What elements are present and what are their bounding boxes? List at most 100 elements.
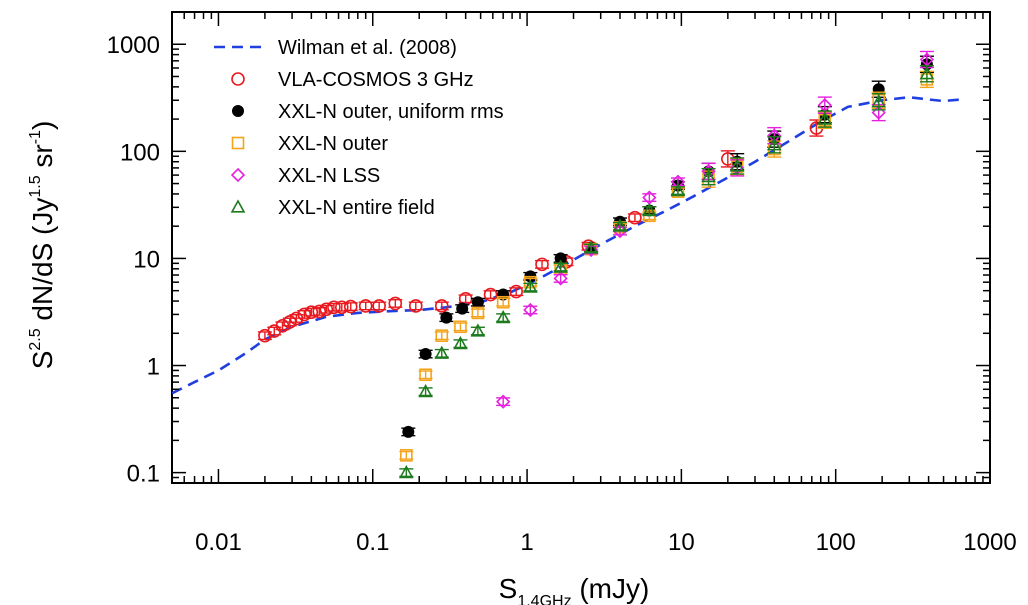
point-marker [372,299,386,313]
point-marker [522,279,538,293]
point-marker [419,348,432,361]
point-marker [319,302,334,317]
data-point [701,167,716,186]
data-point [470,323,486,337]
x-tick-label: 1 [520,529,533,556]
data-point [408,299,423,313]
x-tick-label: 0.1 [356,529,389,556]
data-point [455,302,470,315]
x-tick-label: 10 [668,529,695,556]
data-point [553,271,568,286]
point-marker [919,66,935,80]
legend-label: XXL-N entire field [278,197,435,219]
plot-frame [171,11,991,484]
y-tick-label: 100 [120,139,160,166]
x-tick-label: 0.01 [195,529,242,556]
point-marker [670,182,686,197]
point-marker [435,329,449,342]
point-marker [312,304,327,319]
legend-entry-xxl-n-entire-field: XXL-N entire field [230,197,435,219]
data-point [495,309,511,324]
y-tick-label: 0.1 [127,461,160,488]
data-point [343,299,358,314]
data-point [453,336,468,350]
legend-swatch [231,136,245,150]
point-marker [817,111,833,125]
data-point [871,93,887,111]
data-point [670,182,686,197]
y-axis-title: S2.5 dN/dS (Jy1.5 sr-1) [27,121,58,370]
x-axis: 0.01 0.1 1 10 100 1000 [171,12,1017,556]
point-marker [456,302,469,315]
point-marker [471,296,484,309]
y-tick-label: 1000 [107,32,160,59]
data-point [312,304,327,319]
data-point [398,464,414,479]
data-point [470,296,485,309]
series-xxl-n-entire-field [398,65,935,479]
data-point [470,306,485,320]
point-marker [471,306,485,320]
point-marker [729,158,745,172]
data-point [388,296,403,311]
data-point [439,311,454,324]
y-tick-label: 10 [133,246,160,273]
data-point [434,329,449,342]
legend-label: XXL-N outer, uniform rms [278,101,504,123]
data-point [729,157,745,175]
data-point [372,299,387,313]
x-axis-title: S1.4GHz (mJy) [499,573,650,605]
point-marker [701,169,716,183]
series-xxl-n-lss [496,50,935,409]
point-marker [553,271,568,286]
legend-swatch [232,105,244,117]
data-point [919,65,935,83]
point-marker [535,257,549,272]
legend-entry-xxl-n-outer-uniform-rms: XXL-N outer, uniform rms [232,101,504,123]
y-tick-label: 1 [147,354,160,381]
point-marker [419,368,432,382]
point-marker [358,299,373,313]
legend-label: VLA-COSMOS 3 GHz [278,69,474,91]
point-marker [612,218,628,232]
point-marker [641,202,657,217]
data-layer [172,50,962,479]
legend: Wilman et al. (2008) VLA-COSMOS 3 GHz XXL-… [214,37,504,219]
data-point [642,190,657,205]
point-marker [304,305,319,319]
data-point [483,287,498,302]
legend-entry-vla-cosmos-3-ghz: VLA-COSMOS 3 GHz [231,69,474,91]
data-point [523,302,538,318]
point-marker [495,309,511,324]
point-marker [871,105,886,120]
x-tick-label: 1000 [963,529,1016,556]
legend-entry-xxl-n-lss: XXL-N LSS [230,165,380,187]
legend-entry-wilman-et-al-2008: Wilman et al. (2008) [214,37,457,59]
data-point [535,257,550,272]
point-marker [408,299,423,313]
data-point [453,320,468,334]
point-marker [334,300,349,315]
data-point [612,218,628,232]
point-marker [483,287,498,302]
point-marker [297,307,312,322]
point-marker [871,94,887,108]
point-marker [453,336,468,350]
legend-label: Wilman et al. (2008) [278,37,457,59]
legend-swatch [230,199,246,213]
point-marker [454,320,467,334]
point-marker [434,299,449,313]
data-point [496,295,511,309]
point-marker [327,300,341,315]
point-marker [418,384,433,398]
point-marker [402,425,415,438]
legend-entry-xxl-n-outer: XXL-N outer [231,133,388,155]
data-point [401,425,416,438]
data-point [418,384,433,398]
data-point [627,210,642,225]
legend-swatch [231,72,245,86]
series-vla-cosmos-3-ghz [257,119,824,343]
point-marker [583,240,599,254]
data-point [817,110,833,128]
